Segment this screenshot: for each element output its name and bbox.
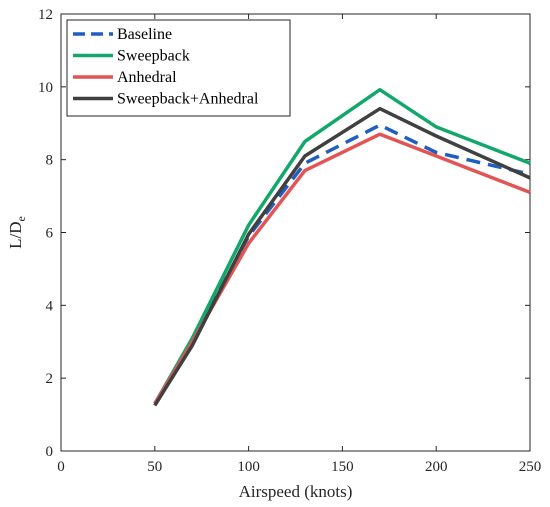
y-axis-label-sub: e (14, 216, 28, 221)
y-tick-label: 6 (46, 226, 54, 242)
y-axis-label: L/De (6, 216, 28, 249)
y-tick-label: 12 (38, 7, 53, 23)
y-tick-label: 0 (46, 444, 54, 460)
x-tick-label: 200 (425, 459, 448, 475)
y-tick-label: 10 (38, 80, 53, 96)
axis-ticks: 0 50 100 150 200 250 0 2 4 6 8 10 12 (38, 7, 541, 475)
legend-label: Anhedral (117, 69, 177, 86)
x-tick-label: 50 (147, 459, 162, 475)
x-tick-label: 100 (237, 459, 260, 475)
legend-label: Sweepback+Anhedral (117, 91, 259, 108)
series-line-sweepback (153, 87, 531, 405)
y-tick-label: 2 (46, 371, 54, 387)
series-layer (153, 87, 531, 407)
x-tick-label: 0 (57, 459, 65, 475)
legend: Baseline Sweepback Anhedral Sweepback+Anhed… (66, 19, 291, 117)
x-axis-label: Airspeed (knots) (239, 482, 353, 501)
x-tick-label: 250 (519, 459, 542, 475)
x-tick-label: 150 (331, 459, 354, 475)
legend-label: Baseline (117, 26, 172, 43)
series-line-sweepback-anhedral (153, 106, 531, 407)
y-tick-label: 4 (46, 298, 54, 314)
y-axis-label-main: L/D (6, 221, 25, 248)
y-tick-label: 8 (46, 153, 54, 169)
legend-label: Sweepback (117, 48, 190, 65)
